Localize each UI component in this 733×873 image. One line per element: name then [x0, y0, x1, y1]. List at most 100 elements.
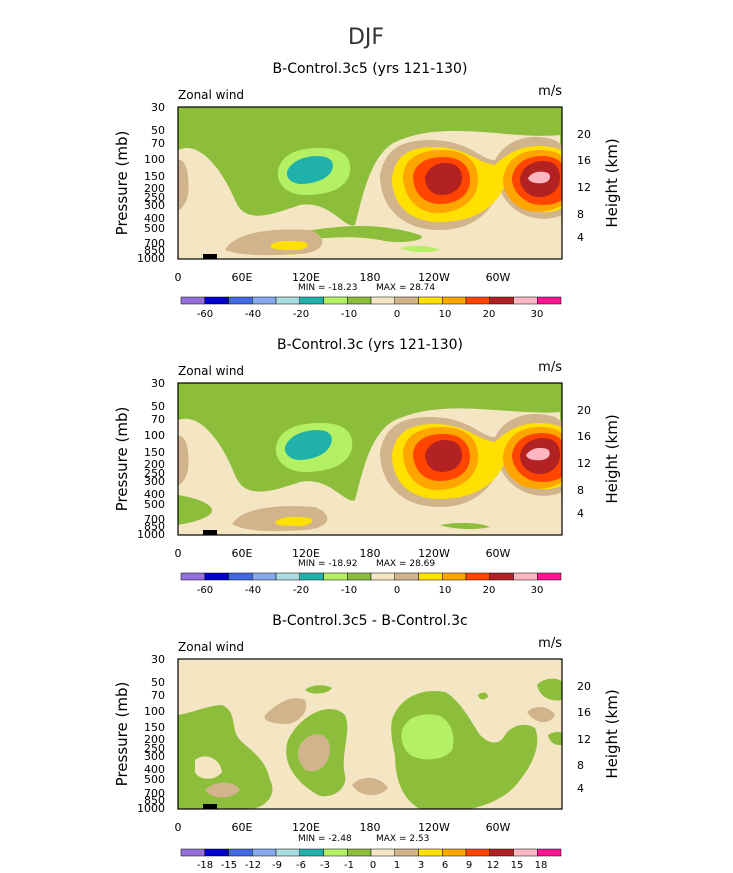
y-tick: 1000 [137, 802, 165, 815]
panel-3-green-upper-small [305, 685, 332, 694]
panel-1-y2-ticks: 20 16 12 8 4 [577, 128, 591, 244]
panel-2-topography [203, 530, 217, 535]
y-tick: 30 [151, 101, 165, 114]
colorbar-swatch [442, 848, 467, 857]
panel-3-frame [177, 658, 563, 810]
colorbar-swatch [418, 572, 443, 581]
colorbar-label: 0 [394, 309, 400, 320]
colorbar-swatch [489, 572, 514, 581]
colorbar-label: -20 [293, 309, 309, 320]
y-tick: 50 [151, 124, 165, 137]
y-tick: 500 [144, 498, 165, 511]
panel-1-green-surface-blob [400, 245, 440, 253]
y-tick: 100 [144, 705, 165, 718]
colorbar-swatch [299, 848, 324, 857]
panel-1-teal-blob [286, 156, 333, 184]
panel-1-min: MIN = -18.23 [298, 283, 357, 293]
colorbar-swatch [275, 572, 300, 581]
y-tick: 50 [151, 676, 165, 689]
colorbar-swatch [418, 848, 443, 857]
y2-tick: 20 [577, 404, 591, 417]
x-tick: 120E [292, 821, 320, 834]
colorbar-swatch [228, 848, 253, 857]
colorbar-swatch [465, 572, 490, 581]
y-tick: 850 [144, 520, 165, 533]
panel-2-yellow-surface [275, 516, 313, 526]
colorbar-label: 15 [511, 860, 524, 871]
panel-1-y-ticks: 30 50 70 100 150 200 250 300 400 500 700… [137, 101, 165, 265]
y2-tick: 4 [577, 507, 584, 520]
panel-1-y2label: Height (km) [603, 138, 621, 227]
colorbar-swatch [252, 572, 277, 581]
y-tick: 250 [144, 191, 165, 204]
x-tick: 180 [360, 821, 381, 834]
colorbar-label: 9 [466, 860, 472, 871]
panel-2-contours [178, 383, 562, 535]
panel-2-frame [177, 382, 563, 536]
y-tick: 200 [144, 182, 165, 195]
y-tick: 1000 [137, 252, 165, 265]
y-tick: 400 [144, 763, 165, 776]
y-tick: 100 [144, 429, 165, 442]
panel-2-min: MIN = -18.92 [298, 559, 357, 569]
colorbar-swatch [370, 572, 395, 581]
colorbar-swatch [252, 848, 277, 857]
colorbar-swatch [228, 572, 253, 581]
panel-3-x-ticks: 0 60E 120E 180 120W 60W [175, 821, 511, 834]
colorbar-swatch [180, 296, 205, 305]
y-tick: 850 [144, 794, 165, 807]
panel-1-frame [177, 106, 563, 260]
panel-3-max: MAX = 2.53 [376, 834, 429, 844]
x-tick: 60W [486, 821, 511, 834]
y-tick: 300 [144, 750, 165, 763]
y-tick: 50 [151, 400, 165, 413]
colorbar-label: -18 [197, 860, 213, 871]
panel-1-variable-label: Zonal wind [178, 88, 244, 102]
y-tick: 300 [144, 475, 165, 488]
colorbar-label: 1 [394, 860, 400, 871]
x-tick: 60W [486, 271, 511, 284]
panel-2-colorbar [180, 572, 562, 581]
y-tick: 250 [144, 742, 165, 755]
colorbar-swatch [465, 848, 490, 857]
y2-tick: 4 [577, 782, 584, 795]
y-tick: 150 [144, 446, 165, 459]
colorbar-swatch [513, 848, 538, 857]
y2-tick: 12 [577, 733, 591, 746]
panel-3-khaki-mid [297, 734, 330, 772]
colorbar-label: -60 [197, 585, 213, 596]
panel-2-green-low-band [178, 495, 213, 525]
colorbar-swatch [394, 296, 419, 305]
x-tick: 120W [418, 547, 450, 560]
y2-tick: 16 [577, 154, 591, 167]
panel-1-yellow-surface [270, 240, 308, 250]
y2-tick: 12 [577, 457, 591, 470]
colorbar-swatch [204, 296, 229, 305]
colorbar-swatch [275, 848, 300, 857]
panel-3-colorbar-labels: -18 -15 -12 -9 -6 -3 -1 0 1 3 6 9 12 15 … [197, 860, 548, 871]
panel-3-colorbar [180, 848, 562, 857]
colorbar-swatch [180, 572, 205, 581]
panel-3: B-Control.3c5 - B-Control.3c Zonal wind … [113, 613, 621, 871]
y-tick: 500 [144, 222, 165, 235]
panel-2-title: B-Control.3c (yrs 121-130) [277, 337, 463, 353]
colorbar-label: 10 [439, 585, 452, 596]
x-tick: 120W [418, 271, 450, 284]
colorbar-label: 0 [370, 860, 376, 871]
panel-1-title: B-Control.3c5 (yrs 121-130) [273, 61, 468, 77]
panel-2-colorbar-labels: -60 -40 -20 -10 0 10 20 30 [197, 585, 544, 596]
panel-1-colorbar [180, 296, 562, 305]
panel-3-title: B-Control.3c5 - B-Control.3c [272, 613, 468, 629]
panel-2-max: MAX = 28.69 [376, 559, 435, 569]
y2-tick: 20 [577, 680, 591, 693]
x-tick: 60E [232, 547, 253, 560]
panel-1-khaki-left [178, 159, 189, 210]
y-tick: 30 [151, 653, 165, 666]
panel-1-x-ticks: 0 60E 120E 180 120W 60W [175, 271, 511, 284]
y-tick: 400 [144, 488, 165, 501]
panel-3-ylabel: Pressure (mb) [113, 682, 131, 787]
colorbar-swatch [442, 572, 467, 581]
x-tick: 120E [292, 271, 320, 284]
panel-2-teal-blob [284, 430, 332, 460]
